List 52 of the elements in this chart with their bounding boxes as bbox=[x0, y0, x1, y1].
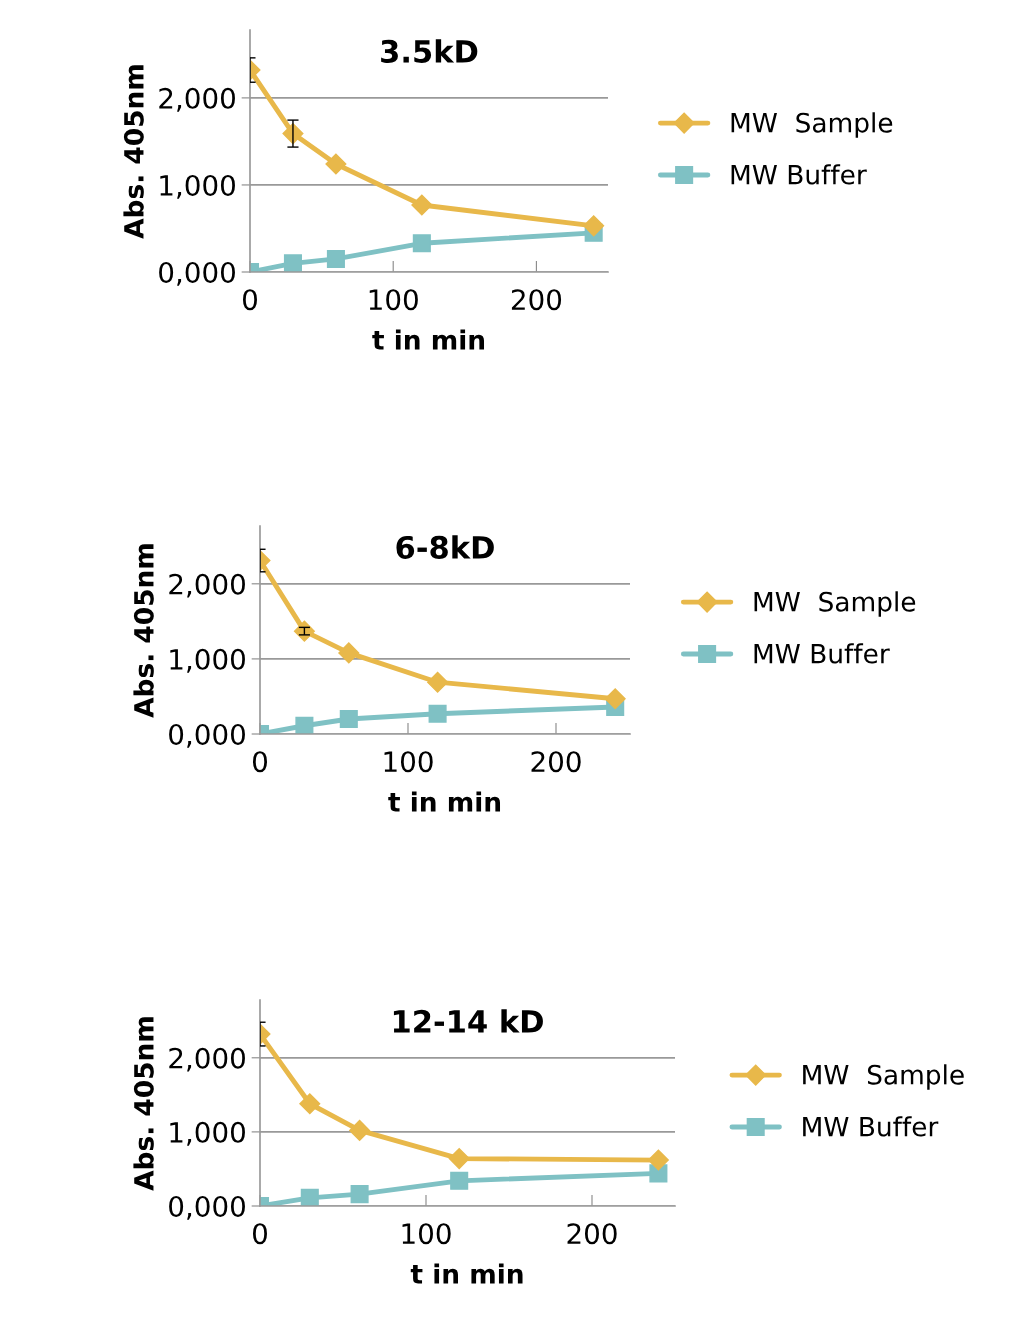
point bbox=[299, 1093, 321, 1115]
legend-label: MW Buffer bbox=[803, 1116, 939, 1137]
y-tick-label: 1,000 bbox=[170, 648, 245, 673]
y-axis-title: Abs. 405nm bbox=[133, 544, 154, 718]
x-tick-label: 100 bbox=[402, 1223, 451, 1245]
x-tick-label: 200 bbox=[567, 1223, 617, 1245]
y-tick-label: 1,000 bbox=[160, 174, 235, 199]
y-tick-label: 0,000 bbox=[169, 1195, 245, 1220]
point bbox=[448, 1148, 470, 1170]
point bbox=[326, 249, 345, 268]
legend-label: MW Sample bbox=[754, 591, 916, 617]
chart-title: 12-14 kD bbox=[393, 1009, 543, 1033]
x-axis-title: t in min bbox=[372, 329, 485, 350]
x-axis-title: t in min bbox=[388, 791, 501, 812]
x-axis-title: t in min bbox=[410, 1263, 523, 1284]
legend-label: MW Sample bbox=[731, 112, 893, 138]
y-axis-title: Abs. 405nm bbox=[123, 65, 144, 239]
y-tick-label: 2,000 bbox=[169, 1047, 245, 1072]
point bbox=[350, 1185, 369, 1204]
point bbox=[325, 153, 347, 175]
point bbox=[450, 1171, 469, 1190]
legend-label: MW Sample bbox=[803, 1064, 964, 1090]
point bbox=[604, 688, 626, 710]
y-axis-title: Abs. 405nm bbox=[133, 1017, 154, 1191]
x-tick-label: 0 bbox=[252, 1223, 267, 1245]
point bbox=[338, 642, 360, 664]
point bbox=[428, 704, 447, 723]
x-tick-label: 0 bbox=[252, 751, 267, 773]
y-tick-label: 1,000 bbox=[170, 1121, 245, 1146]
point bbox=[339, 709, 358, 729]
point bbox=[283, 254, 302, 272]
legend-label: MW Buffer bbox=[754, 643, 890, 664]
chart-title: 6-8kD bbox=[396, 535, 494, 559]
point bbox=[647, 1149, 669, 1171]
y-tick-label: 2,000 bbox=[159, 87, 235, 112]
y-tick-label: 0,000 bbox=[159, 261, 235, 286]
chart-title: 3.5kD bbox=[381, 39, 478, 63]
legend-label: MW Buffer bbox=[731, 164, 867, 185]
point bbox=[583, 215, 605, 237]
y-tick-label: 2,000 bbox=[169, 573, 245, 598]
x-tick-label: 100 bbox=[384, 751, 433, 773]
point bbox=[349, 1119, 371, 1141]
point bbox=[295, 716, 314, 734]
x-tick-label: 0 bbox=[242, 289, 257, 311]
x-tick-label: 200 bbox=[531, 751, 581, 773]
point bbox=[411, 194, 433, 216]
y-tick-label: 0,000 bbox=[169, 723, 245, 748]
point bbox=[300, 1188, 319, 1206]
point bbox=[412, 234, 431, 253]
point bbox=[427, 671, 449, 693]
x-tick-label: 200 bbox=[511, 289, 562, 311]
x-tick-label: 100 bbox=[369, 289, 418, 311]
